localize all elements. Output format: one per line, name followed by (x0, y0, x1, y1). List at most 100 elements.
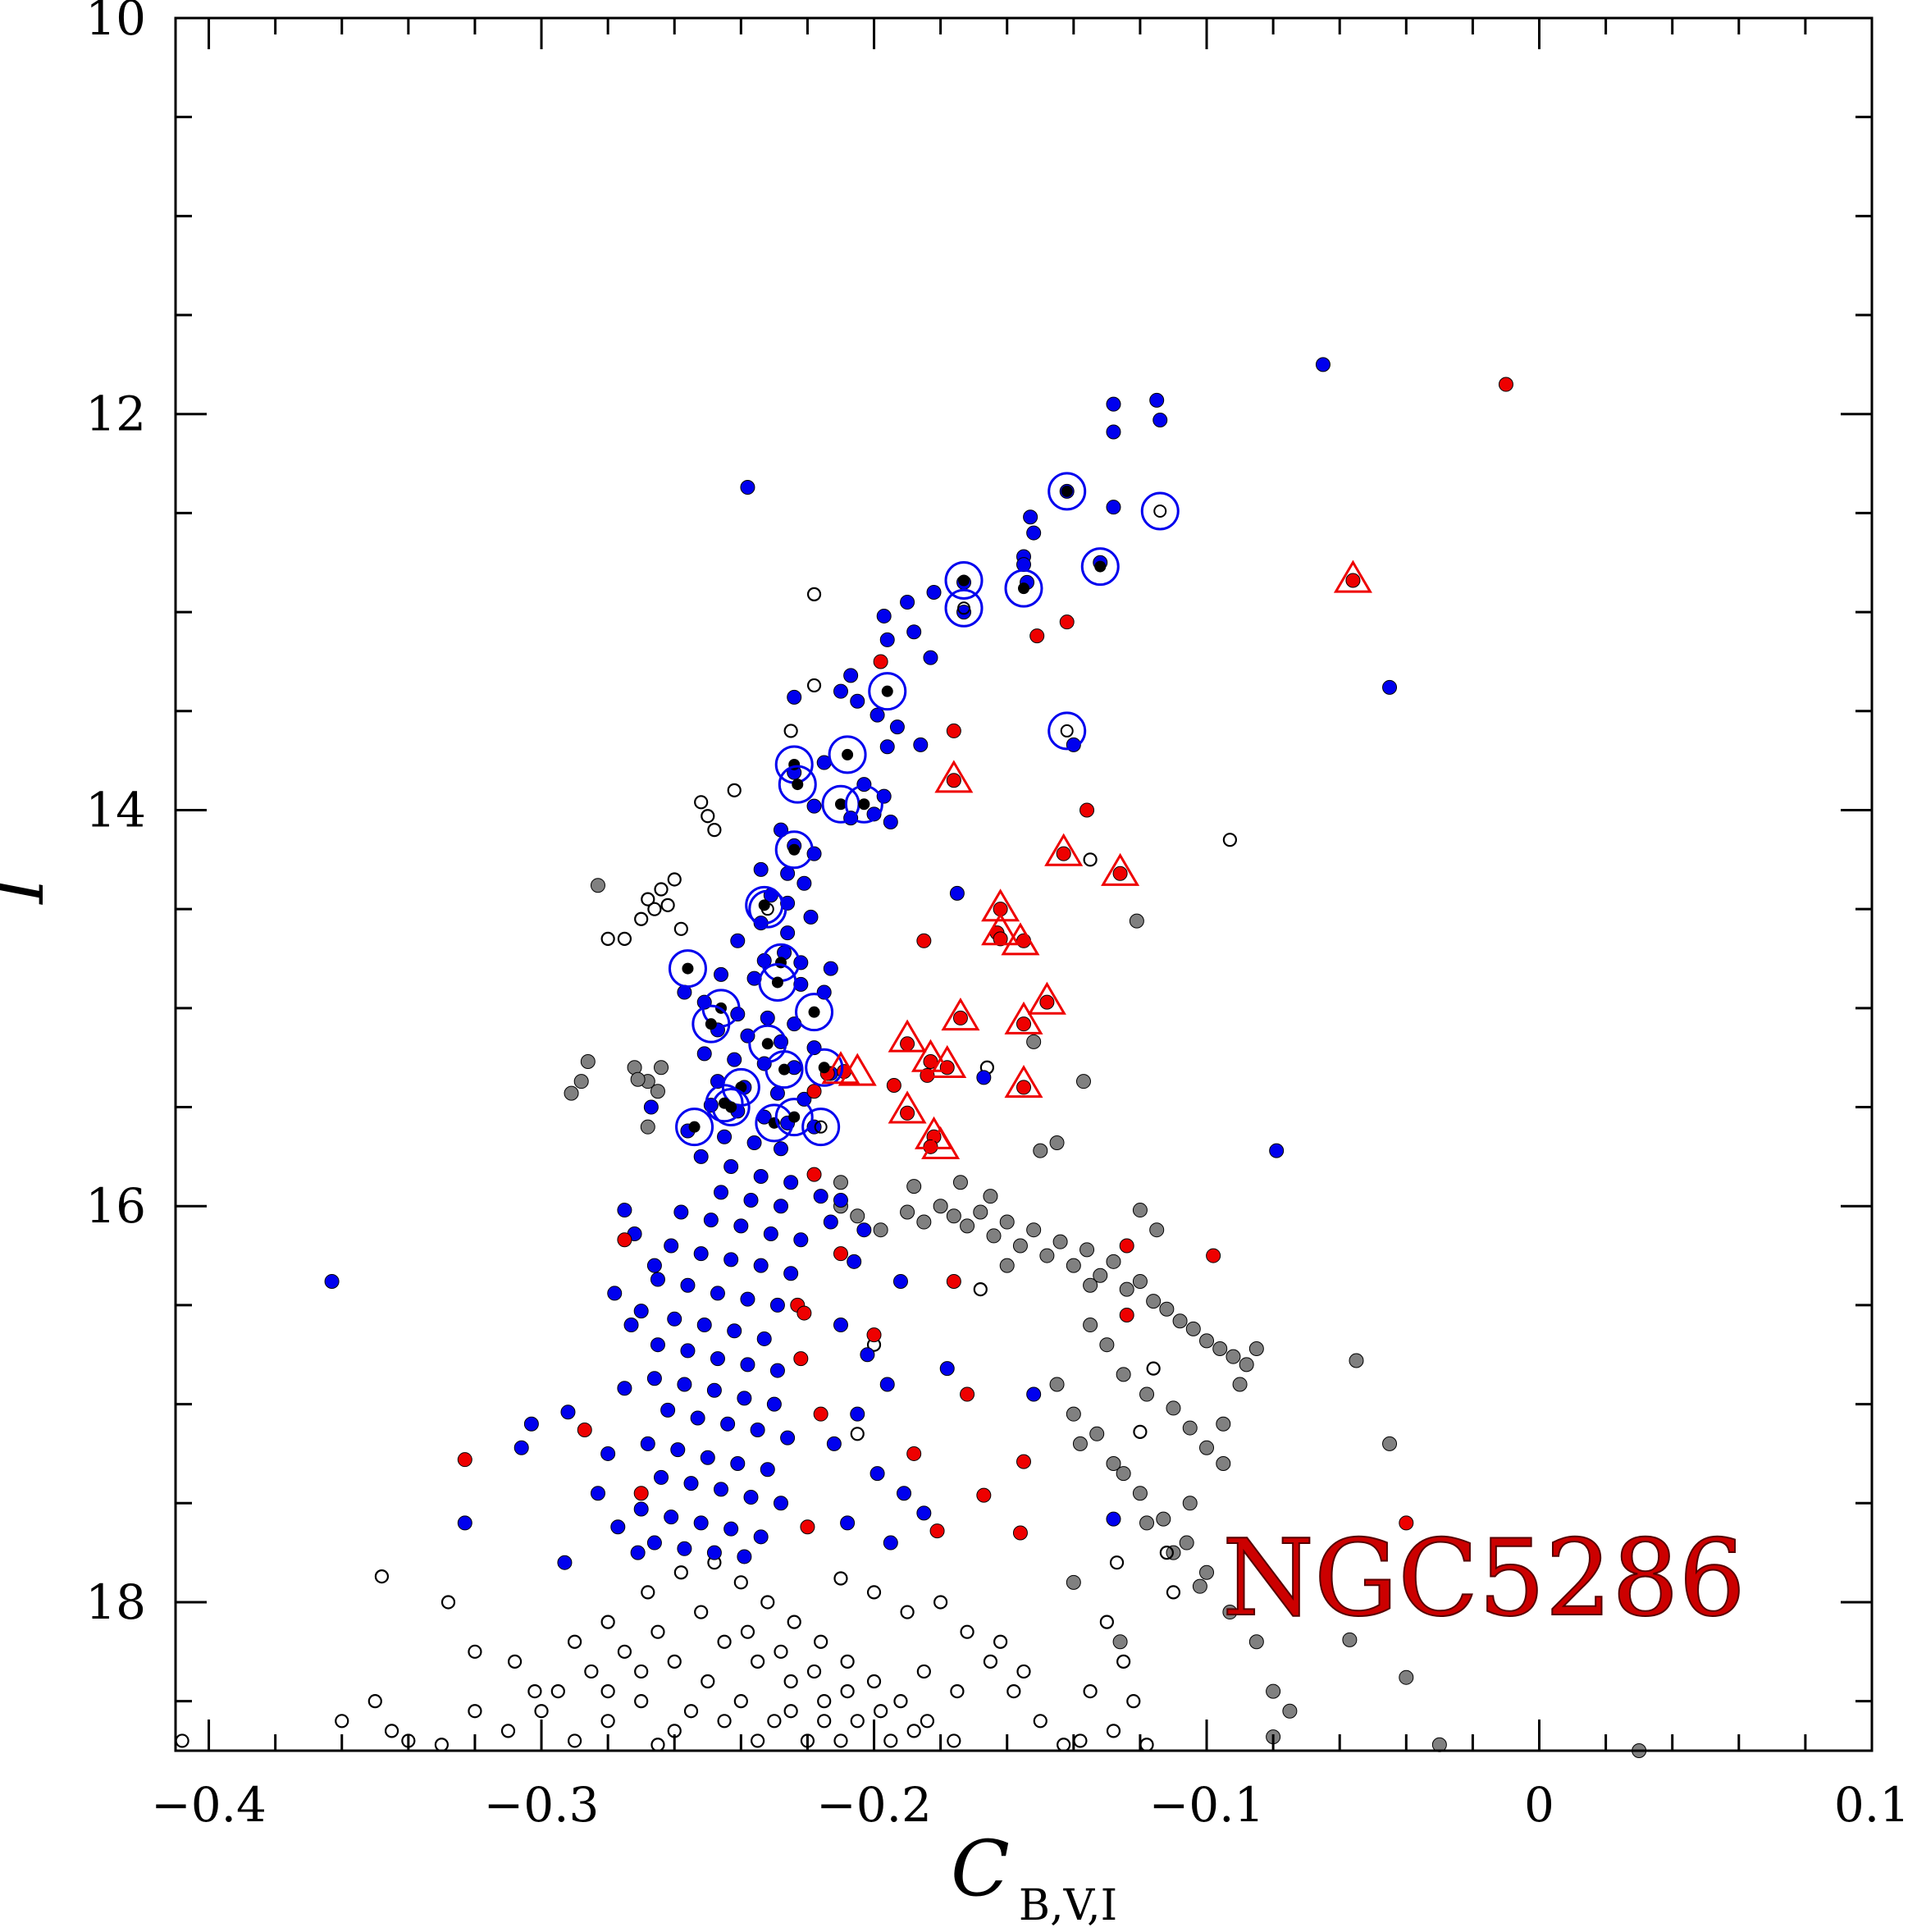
data-point-center (688, 1121, 701, 1133)
data-point-ring (774, 1098, 814, 1137)
data-point (727, 1323, 742, 1339)
data-point (913, 737, 929, 752)
data-point (1192, 1578, 1207, 1594)
data-point (641, 892, 655, 907)
data-point (1222, 1605, 1238, 1620)
data-point (850, 1406, 865, 1422)
data-point (733, 1575, 748, 1590)
data-point (643, 1099, 659, 1115)
data-point (813, 1406, 828, 1422)
data-point (1269, 1143, 1285, 1158)
data-point-triangle (1001, 922, 1040, 956)
data-point (534, 1704, 549, 1719)
data-point (1016, 1016, 1031, 1032)
data-point (840, 1654, 855, 1669)
data-point (833, 1192, 848, 1208)
data-point-center (958, 574, 970, 587)
data-point (946, 773, 961, 788)
data-point-triangle (1004, 1065, 1043, 1098)
data-point (983, 1654, 998, 1669)
data-point (1072, 1436, 1088, 1451)
x-tick-label: 0.1 (1834, 1777, 1910, 1833)
data-point (733, 1218, 749, 1234)
data-point (1315, 357, 1330, 372)
data-point (1066, 1406, 1081, 1422)
data-point-triangle (1027, 981, 1066, 1015)
data-point (714, 1482, 729, 1497)
data-point-ring (944, 560, 984, 600)
data-point (753, 1169, 769, 1185)
data-point (600, 1446, 616, 1461)
data-point (993, 931, 1008, 947)
data-point (717, 1634, 732, 1649)
data-point (577, 1422, 592, 1437)
data-point-ring (691, 1004, 731, 1044)
data-point (1026, 1222, 1042, 1238)
data-point (1132, 1486, 1148, 1501)
data-point (564, 1085, 579, 1101)
data-point (760, 1010, 775, 1025)
data-point (646, 1535, 662, 1551)
data-point-ring (828, 735, 867, 774)
data-point (1166, 1585, 1181, 1600)
data-point (1099, 1615, 1114, 1629)
data-point-triangle (981, 912, 1020, 946)
data-point (1226, 1349, 1241, 1364)
data-point (800, 1519, 815, 1535)
data-point (706, 1382, 722, 1398)
data-point (833, 1733, 848, 1748)
data-point (1033, 1714, 1048, 1729)
data-point (1129, 913, 1144, 929)
data-point (1039, 994, 1055, 1010)
data-point (1106, 396, 1121, 412)
x-tick-label: −0.3 (484, 1777, 600, 1833)
data-point (527, 1683, 542, 1699)
data-point (1083, 1683, 1098, 1699)
data-point (567, 1733, 582, 1748)
data-point (1026, 1034, 1042, 1049)
data-point-ring (711, 1088, 751, 1127)
data-point-ring (1004, 569, 1043, 608)
data-point (693, 1149, 709, 1164)
data-point (823, 1214, 838, 1230)
data-point (850, 693, 865, 709)
data-point-triangle (1333, 560, 1372, 593)
data-point (906, 1179, 922, 1194)
data-point (633, 1486, 649, 1501)
data-point (1159, 1301, 1175, 1317)
y-tick-label: 16 (85, 1178, 146, 1234)
data-point (999, 1258, 1015, 1273)
data-point (1016, 557, 1031, 573)
data-point (751, 1733, 765, 1748)
data-point (873, 654, 888, 669)
data-point (694, 1605, 709, 1619)
data-point (796, 875, 812, 891)
data-point (793, 1232, 809, 1248)
data-point (513, 1440, 529, 1455)
data-point (817, 1714, 832, 1729)
data-point (1006, 1683, 1021, 1699)
data-point (706, 1545, 722, 1560)
data-point (873, 1222, 888, 1238)
x-axis-title-subscript: B,V,I (1019, 1881, 1117, 1930)
data-point (753, 861, 769, 877)
data-point (783, 1266, 799, 1281)
data-point (1149, 392, 1165, 408)
data-point (1185, 1321, 1201, 1336)
data-point (1199, 1440, 1215, 1455)
data-point (897, 1486, 912, 1501)
data-point (1026, 525, 1042, 541)
data-point (573, 1074, 589, 1089)
data-point (993, 1634, 1008, 1649)
data-point (933, 1199, 948, 1214)
data-point (680, 1343, 696, 1359)
data-point (1093, 1267, 1108, 1283)
data-point (710, 1351, 725, 1367)
data-point (1146, 1294, 1162, 1309)
data-point (1026, 1386, 1042, 1402)
data-point (723, 1252, 739, 1267)
data-point (500, 1724, 516, 1738)
data-point (457, 1452, 472, 1468)
data-point (760, 1462, 775, 1478)
data-point (773, 1199, 788, 1214)
